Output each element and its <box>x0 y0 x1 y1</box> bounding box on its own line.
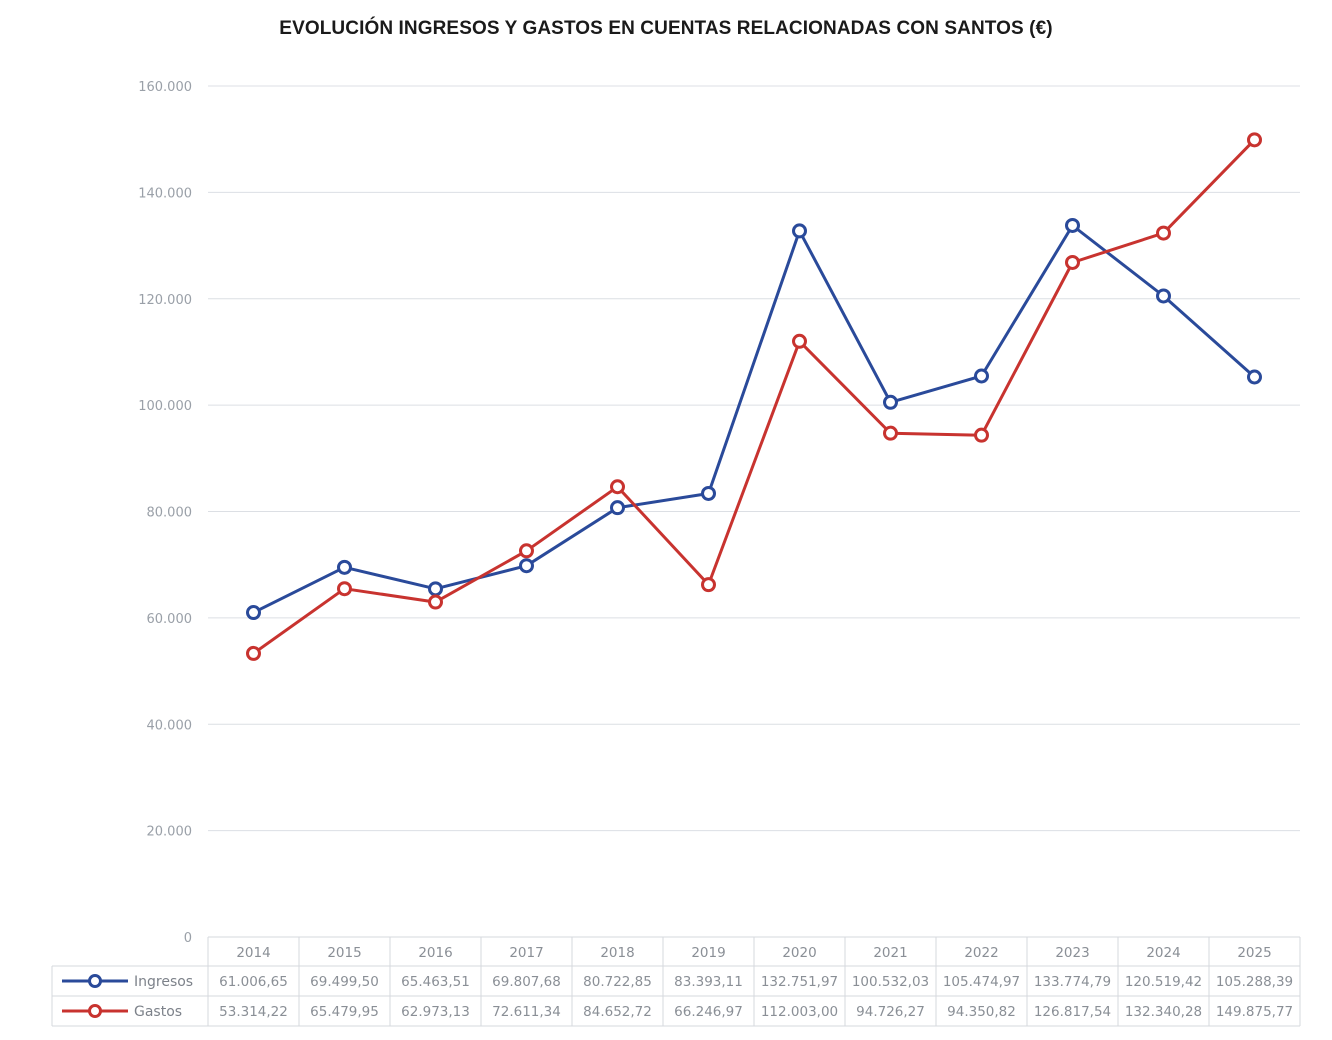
table-cell-value: 84.652,72 <box>583 1004 652 1020</box>
gridlines <box>208 85 1300 832</box>
table-cell-value: 120.519,42 <box>1125 974 1202 990</box>
data-point-ingresos <box>337 559 352 575</box>
data-point-gastos <box>701 577 716 593</box>
table-cell-value: 65.479,95 <box>310 1004 379 1020</box>
data-point-ingresos <box>1065 217 1080 233</box>
table-cell-value: 94.726,27 <box>856 1004 925 1020</box>
y-tick-label: 140.000 <box>138 186 192 201</box>
x-category-label: 2017 <box>509 945 543 961</box>
series-line-gastos <box>252 138 1256 655</box>
table-cell-value: 126.817,54 <box>1034 1004 1111 1020</box>
data-point-gastos <box>974 427 989 443</box>
series-line-ingresos <box>252 224 1256 614</box>
data-point-ingresos <box>519 558 534 574</box>
y-tick-label: 160.000 <box>138 80 192 95</box>
y-axis-labels: 0 20.000 40.000 60.000 80.000 100.000 120.000 1… <box>138 80 192 946</box>
x-category-label: 2018 <box>600 945 634 961</box>
table-cell-value: 69.807,68 <box>492 974 561 990</box>
table-cell-value: 132.751,97 <box>761 974 838 990</box>
table-cell-value: 149.875,77 <box>1216 1004 1293 1020</box>
table-cell-value: 69.499,50 <box>310 974 379 990</box>
data-point-gastos <box>428 594 443 610</box>
table-cell-value: 65.463,51 <box>401 974 470 990</box>
table-cell-value: 83.393,11 <box>674 974 743 990</box>
x-category-label: 2019 <box>691 945 725 961</box>
table-cell-value: 53.314,22 <box>219 1004 288 1020</box>
data-point-gastos <box>1247 132 1262 148</box>
table-cell-value: 133.774,79 <box>1034 974 1111 990</box>
x-category-label: 2020 <box>782 945 816 961</box>
y-tick-label: 40.000 <box>147 718 193 733</box>
x-category-label: 2025 <box>1237 945 1271 961</box>
x-category-label: 2014 <box>236 945 270 961</box>
table-cell-value: 62.973,13 <box>401 1004 470 1020</box>
y-tick-label: 20.000 <box>147 825 193 840</box>
y-tick-label: 80.000 <box>147 506 193 521</box>
x-category-label: 2023 <box>1055 945 1089 961</box>
data-table: 2014 2015 2016 2017 2018 2019 2020 2021 2022 2023… <box>51 936 1301 1027</box>
data-point-ingresos <box>792 223 807 239</box>
y-tick-label: 0 <box>184 931 192 946</box>
chart-title: EVOLUCIÓN INGRESOS Y GASTOS EN CUENTAS R… <box>279 18 1053 39</box>
legend-swatch-marker <box>88 1004 102 1018</box>
y-tick-label: 100.000 <box>138 399 192 414</box>
x-category-label: 2021 <box>873 945 907 961</box>
x-category-label: 2015 <box>327 945 361 961</box>
x-category-label: 2024 <box>1146 945 1180 961</box>
data-point-ingresos <box>428 581 443 597</box>
data-point-ingresos <box>701 485 716 501</box>
table-cell-value: 72.611,34 <box>492 1004 561 1020</box>
table-cell-value: 105.288,39 <box>1216 974 1293 990</box>
table-cell-value: 105.474,97 <box>943 974 1020 990</box>
table-cell-value: 80.722,85 <box>583 974 652 990</box>
table-cell-value: 61.006,65 <box>219 974 288 990</box>
table-cell-value: 112.003,00 <box>761 1004 838 1020</box>
data-point-gastos <box>337 581 352 597</box>
series-lines <box>252 138 1256 655</box>
x-category-label: 2022 <box>964 945 998 961</box>
legend-label: Gastos <box>134 1004 182 1020</box>
data-point-ingresos <box>1247 369 1262 385</box>
data-point-ingresos <box>883 394 898 410</box>
data-point-ingresos <box>610 500 625 516</box>
table-cell-value: 66.246,97 <box>674 1004 743 1020</box>
table-cell-value: 94.350,82 <box>947 1004 1016 1020</box>
data-point-gastos <box>519 543 534 559</box>
data-point-gastos <box>246 645 261 661</box>
series-points <box>246 132 1262 661</box>
data-point-ingresos <box>1156 288 1171 304</box>
data-point-ingresos <box>974 368 989 384</box>
data-point-gastos <box>1065 254 1080 270</box>
legend-swatch-marker <box>88 974 102 988</box>
data-point-gastos <box>792 333 807 349</box>
data-point-ingresos <box>246 605 261 621</box>
data-point-gastos <box>883 425 898 441</box>
data-point-gastos <box>1156 225 1171 241</box>
y-tick-label: 120.000 <box>138 293 192 308</box>
data-point-gastos <box>610 479 625 495</box>
legend-label: Ingresos <box>134 974 193 990</box>
table-cell-value: 132.340,28 <box>1125 1004 1202 1020</box>
x-category-label: 2016 <box>418 945 452 961</box>
table-cell-value: 100.532,03 <box>852 974 929 990</box>
y-tick-label: 60.000 <box>147 612 193 627</box>
